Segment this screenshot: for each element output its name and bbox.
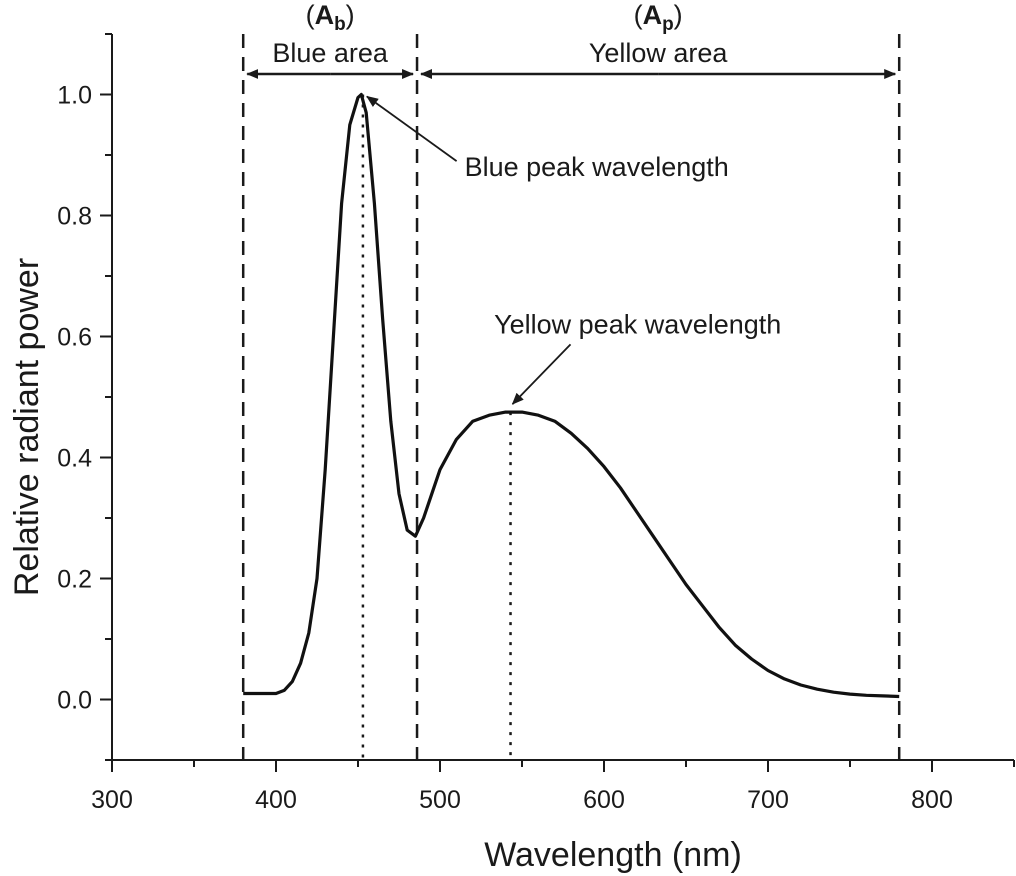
annotations: Blue peak wavelength Yellow peak waveleng…: [366, 95, 781, 405]
x-tick-label: 600: [583, 786, 625, 814]
y-tick-label: 1.0: [57, 82, 92, 110]
x-tick-label: 700: [747, 786, 789, 814]
x-tick-label: 300: [91, 786, 133, 814]
x-axis-title: Wavelength (nm): [484, 836, 742, 874]
y-tick-label: 0.0: [57, 687, 92, 715]
spectrum-curve: [243, 92, 900, 699]
blue-area-label: Blue area: [272, 38, 389, 68]
yellow-area-label: Yellow area: [589, 38, 729, 68]
yellow-peak-arrow: [511, 343, 572, 405]
reference-lines: [241, 34, 901, 760]
series: [243, 92, 900, 699]
region-markers: Blue area(Ab) Yellow area(Ap): [246, 0, 897, 79]
blue-peak-label: Blue peak wavelength: [465, 152, 729, 182]
yellow-peak-label: Yellow peak wavelength: [494, 309, 781, 339]
y-tick-label: 0.4: [57, 445, 92, 473]
x-tick-label: 800: [911, 786, 953, 814]
yellow-area-symbol: (Ap): [634, 0, 683, 35]
x-tick-label: 400: [255, 786, 297, 814]
y-tick-label: 0.2: [57, 566, 92, 594]
x-tick-label: 500: [419, 786, 461, 814]
blue-area-symbol: (Ab): [306, 0, 355, 35]
axes: [111, 34, 1014, 761]
y-tick-label: 0.6: [57, 324, 92, 352]
blue-peak-arrow: [366, 95, 458, 162]
tick-labels: 300 400 500 600 700 800 0.0 0.2 0.4 0.6 0.8 1.0: [57, 82, 953, 815]
tick-marks: [100, 33, 1015, 772]
y-axis-title: Relative radiant power: [8, 258, 46, 596]
y-tick-label: 0.8: [57, 203, 92, 231]
